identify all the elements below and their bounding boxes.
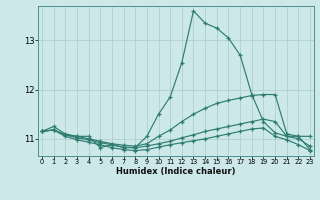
X-axis label: Humidex (Indice chaleur): Humidex (Indice chaleur) <box>116 167 236 176</box>
